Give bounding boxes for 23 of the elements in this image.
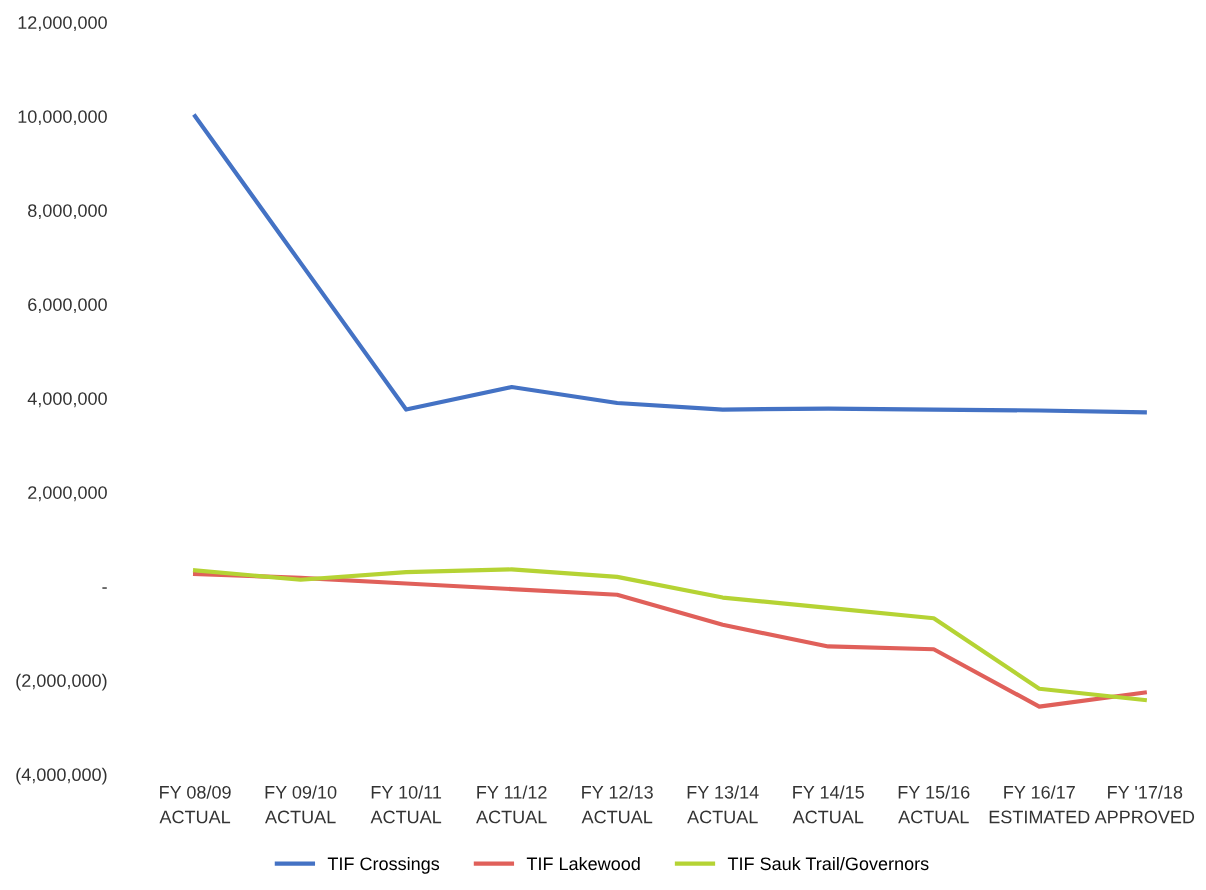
legend-label: TIF Lakewood	[526, 856, 640, 871]
x-tick-label: FY 10/11 ACTUAL	[370, 785, 442, 824]
y-tick-label: (2,000,000)	[16, 673, 107, 691]
y-tick-label: 4,000,000	[27, 392, 107, 408]
x-tick-label: FY 16/17 ESTIMATED	[989, 785, 1090, 824]
x-tick-label: FY 09/10 ACTUAL	[265, 785, 337, 824]
line-series	[192, 114, 1147, 415]
y-tick-label: 6,000,000	[28, 298, 107, 314]
y-tick-label: 10,000,000	[18, 110, 107, 126]
x-tick-label: FY 08/09 ACTUAL	[159, 785, 231, 824]
y-tick-label: 2,000,000	[28, 486, 107, 502]
legend-label: TIF Sauk Trail/Governors	[727, 856, 929, 871]
x-tick-label: FY 13/14 ACTUAL	[687, 785, 759, 824]
x-tick-label: FY 12/13 ACTUAL	[581, 785, 653, 824]
y-tick-label: -	[102, 587, 107, 589]
x-tick-label: FY 14/15 ACTUAL	[792, 785, 864, 824]
x-tick-label: FY 15/16 ACTUAL	[898, 785, 970, 824]
x-tick-label: FY 11/12 ACTUAL	[476, 785, 547, 824]
x-tick-label: FY '17/18 APPROVED	[1094, 785, 1195, 824]
y-tick-label: 12,000,000	[18, 16, 107, 32]
y-tick-label: (4,000,000)	[16, 767, 107, 785]
legend-label: TIF Crossings	[327, 856, 440, 874]
y-tick-label: 8,000,000	[28, 204, 107, 220]
